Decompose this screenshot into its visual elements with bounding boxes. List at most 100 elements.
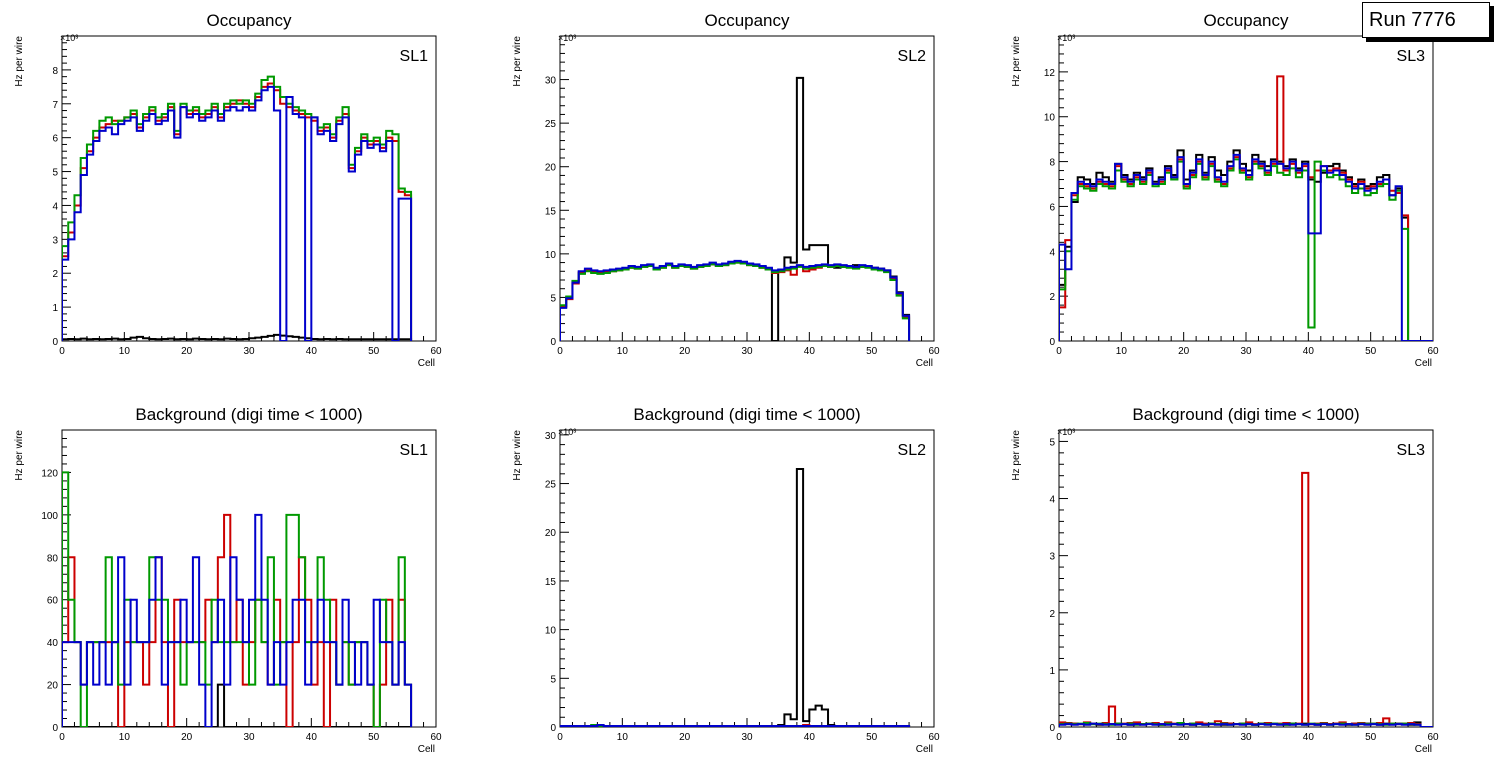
superlayer-label: SL2 — [898, 442, 927, 459]
x-axis-label: Cell — [1415, 358, 1432, 369]
x-tick-label: 60 — [928, 732, 940, 743]
x-tick-label: 20 — [679, 732, 691, 743]
x-tick-label: 10 — [617, 346, 629, 357]
y-tick-label: 7 — [52, 100, 58, 111]
y-tick-label: 100 — [41, 511, 58, 522]
y-axis-label: Hz per wire — [512, 430, 523, 481]
y-axis-multiplier: ×10³ — [1057, 427, 1075, 437]
x-tick-label: 40 — [306, 732, 318, 743]
x-tick-label: 10 — [1116, 732, 1128, 743]
superlayer-label: SL3 — [1397, 48, 1426, 65]
series-l1 — [62, 683, 412, 727]
x-axis-label: Cell — [916, 744, 933, 755]
x-tick-label: 0 — [557, 732, 563, 743]
run-label: Run 7776 — [1369, 9, 1456, 31]
x-tick-label: 50 — [866, 346, 878, 357]
series-l2 — [1059, 471, 1433, 727]
chart-title: Occupancy — [206, 11, 292, 30]
chart-panel-1: Occupancy 0 10 20 30 40 50 60 0 1 2 3 4 5 6 7 8 ×10³ Cell H… — [14, 11, 442, 369]
y-tick-label: 15 — [545, 577, 557, 588]
y-axis-label: Hz per wire — [1011, 430, 1022, 481]
y-axis-label: Hz per wire — [14, 36, 25, 87]
y-tick-label: 25 — [545, 480, 557, 491]
y-tick-label: 4 — [1049, 247, 1055, 258]
x-tick-label: 60 — [430, 346, 442, 357]
y-tick-label: 30 — [545, 431, 557, 442]
plot-frame — [559, 35, 935, 342]
x-tick-label: 50 — [866, 732, 878, 743]
chart-title: Background (digi time < 1000) — [135, 405, 362, 424]
plot-frame — [1058, 429, 1434, 728]
y-tick-label: 5 — [550, 293, 556, 304]
series-l1 — [560, 467, 911, 727]
x-tick-label: 50 — [368, 346, 380, 357]
x-tick-label: 30 — [741, 346, 753, 357]
y-tick-label: 0 — [550, 723, 556, 734]
x-tick-label: 30 — [1240, 346, 1252, 357]
y-tick-label: 10 — [1044, 113, 1056, 124]
chart-title: Occupancy — [1203, 11, 1289, 30]
y-tick-label: 0 — [52, 723, 58, 734]
y-tick-label: 10 — [545, 250, 557, 261]
y-axis-multiplier: ×10³ — [558, 33, 576, 43]
x-tick-label: 10 — [119, 732, 131, 743]
y-tick-label: 0 — [1049, 723, 1055, 734]
y-tick-label: 1 — [52, 303, 58, 314]
y-tick-label: 8 — [1049, 158, 1055, 169]
chart-panel-2: Occupancy 0 10 20 30 40 50 60 0 5 10 15 20 25 30 ×10³ Ce… — [512, 11, 940, 369]
y-tick-label: 60 — [47, 596, 59, 607]
x-tick-label: 30 — [741, 732, 753, 743]
y-tick-label: 0 — [52, 337, 58, 348]
y-tick-label: 10 — [545, 626, 557, 637]
x-tick-label: 20 — [1178, 732, 1190, 743]
y-tick-label: 15 — [545, 206, 557, 217]
y-axis-multiplier: ×10³ — [1057, 33, 1075, 43]
y-axis-multiplier: ×10³ — [558, 427, 576, 437]
chart-panel-5: Background (digi time < 1000)0 10 20 30 40 50… — [512, 405, 940, 755]
y-tick-label: 4 — [1049, 495, 1055, 506]
x-tick-label: 20 — [679, 346, 691, 357]
y-tick-label: 120 — [41, 468, 58, 479]
x-tick-label: 40 — [1303, 732, 1315, 743]
chart-title: Background (digi time < 1000) — [1132, 405, 1359, 424]
y-tick-label: 3 — [52, 235, 58, 246]
x-tick-label: 60 — [1427, 732, 1439, 743]
y-tick-label: 5 — [1049, 437, 1055, 448]
y-tick-label: 2 — [52, 269, 58, 280]
x-tick-label: 40 — [804, 346, 816, 357]
x-tick-label: 10 — [617, 732, 629, 743]
plot-frame — [61, 35, 437, 342]
y-tick-label: 2 — [1049, 292, 1055, 303]
plot-frame — [559, 429, 935, 728]
y-tick-label: 4 — [52, 201, 58, 212]
x-tick-label: 50 — [1365, 346, 1377, 357]
x-tick-label: 40 — [306, 346, 318, 357]
y-tick-label: 2 — [1049, 609, 1055, 620]
y-tick-label: 6 — [52, 134, 58, 145]
series-l4 — [62, 513, 413, 727]
series-l2 — [560, 261, 911, 341]
series-l4 — [1059, 722, 1433, 727]
y-tick-label: 25 — [545, 119, 557, 130]
x-tick-label: 10 — [119, 346, 131, 357]
series-l1 — [62, 333, 413, 341]
x-tick-label: 30 — [1240, 732, 1252, 743]
series-l4 — [560, 724, 911, 727]
superlayer-label: SL1 — [400, 48, 429, 65]
x-tick-label: 0 — [557, 346, 563, 357]
y-tick-label: 40 — [47, 638, 59, 649]
x-axis-label: Cell — [418, 744, 435, 755]
y-tick-label: 5 — [52, 168, 58, 179]
series-l1 — [560, 76, 911, 341]
x-tick-label: 0 — [1056, 732, 1062, 743]
x-tick-label: 0 — [59, 732, 65, 743]
x-tick-label: 0 — [59, 346, 65, 357]
y-axis-multiplier: ×10³ — [60, 33, 78, 43]
superlayer-label: SL1 — [400, 442, 429, 459]
x-tick-label: 20 — [1178, 346, 1190, 357]
y-tick-label: 0 — [1049, 337, 1055, 348]
y-tick-label: 30 — [545, 76, 557, 87]
x-tick-label: 60 — [928, 346, 940, 357]
series-l2 — [62, 513, 413, 727]
